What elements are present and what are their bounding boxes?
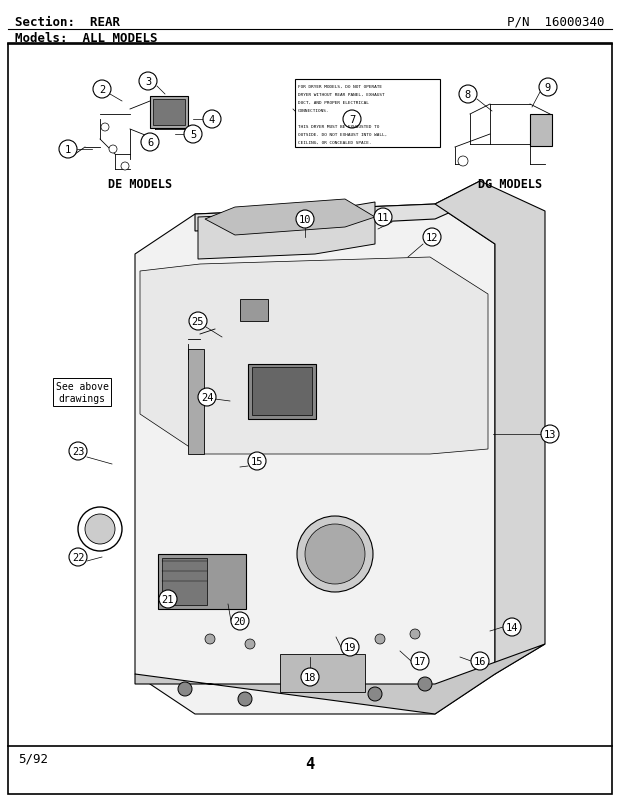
Bar bbox=[280, 654, 365, 692]
Circle shape bbox=[418, 677, 432, 691]
Circle shape bbox=[374, 209, 392, 227]
Text: DE MODELS: DE MODELS bbox=[108, 178, 172, 191]
Circle shape bbox=[59, 141, 77, 159]
Text: 19: 19 bbox=[343, 642, 356, 652]
Text: 6: 6 bbox=[147, 138, 153, 148]
Text: 8: 8 bbox=[465, 90, 471, 100]
Text: DRYER WITHOUT REAR PANEL, EXHAUST: DRYER WITHOUT REAR PANEL, EXHAUST bbox=[298, 93, 384, 97]
Bar bbox=[158, 554, 246, 610]
Circle shape bbox=[198, 388, 216, 407]
Circle shape bbox=[178, 683, 192, 696]
Polygon shape bbox=[135, 205, 495, 714]
Circle shape bbox=[139, 73, 157, 91]
Bar bbox=[295, 80, 440, 148]
Text: 20: 20 bbox=[234, 616, 246, 626]
Bar bbox=[153, 100, 185, 126]
Text: OUTSIDE. DO NOT EXHAUST INTO WALL,: OUTSIDE. DO NOT EXHAUST INTO WALL, bbox=[298, 133, 388, 137]
Polygon shape bbox=[195, 182, 480, 232]
Bar bbox=[530, 115, 552, 147]
Circle shape bbox=[296, 211, 314, 229]
Circle shape bbox=[231, 612, 249, 630]
Circle shape bbox=[184, 126, 202, 144]
Circle shape bbox=[141, 134, 159, 152]
Polygon shape bbox=[135, 644, 545, 714]
Text: 10: 10 bbox=[299, 215, 311, 225]
Text: 25: 25 bbox=[192, 317, 204, 326]
Text: 21: 21 bbox=[162, 594, 174, 604]
Circle shape bbox=[411, 652, 429, 670]
Circle shape bbox=[121, 163, 129, 171]
Circle shape bbox=[203, 111, 221, 129]
Circle shape bbox=[109, 146, 117, 154]
Bar bbox=[240, 300, 268, 322]
Bar bbox=[252, 367, 312, 415]
Circle shape bbox=[343, 111, 361, 129]
Text: 22: 22 bbox=[72, 553, 84, 562]
Text: 12: 12 bbox=[426, 233, 438, 243]
Text: 9: 9 bbox=[545, 83, 551, 93]
Circle shape bbox=[503, 618, 521, 636]
Circle shape bbox=[297, 516, 373, 592]
Polygon shape bbox=[205, 200, 375, 236]
Text: P/N  16000340: P/N 16000340 bbox=[508, 15, 605, 28]
Text: THIS DRYER MUST BE EXHAUSTED TO: THIS DRYER MUST BE EXHAUSTED TO bbox=[298, 125, 379, 129]
Text: See above
drawings: See above drawings bbox=[56, 382, 108, 403]
Text: 11: 11 bbox=[377, 213, 389, 223]
Circle shape bbox=[248, 452, 266, 471]
Text: Section:  REAR: Section: REAR bbox=[15, 15, 120, 28]
Circle shape bbox=[539, 79, 557, 97]
Circle shape bbox=[410, 630, 420, 639]
Circle shape bbox=[423, 229, 441, 247]
Text: CEILING, OR CONCEALED SPACE.: CEILING, OR CONCEALED SPACE. bbox=[298, 141, 371, 145]
Circle shape bbox=[69, 549, 87, 566]
Text: 5: 5 bbox=[190, 130, 196, 140]
Text: 18: 18 bbox=[304, 672, 316, 683]
Text: 13: 13 bbox=[544, 429, 556, 439]
Circle shape bbox=[93, 81, 111, 99]
Circle shape bbox=[541, 426, 559, 444]
Circle shape bbox=[375, 634, 385, 644]
Text: 16: 16 bbox=[474, 656, 486, 666]
Text: Models:  ALL MODELS: Models: ALL MODELS bbox=[15, 31, 157, 44]
Circle shape bbox=[238, 692, 252, 706]
Text: 5/92: 5/92 bbox=[18, 751, 48, 764]
Polygon shape bbox=[435, 182, 545, 674]
Circle shape bbox=[245, 639, 255, 649]
Circle shape bbox=[205, 634, 215, 644]
Text: 15: 15 bbox=[250, 456, 264, 467]
Circle shape bbox=[159, 590, 177, 608]
Circle shape bbox=[341, 638, 359, 656]
Text: 24: 24 bbox=[201, 392, 213, 403]
Text: FOR DRYER MODELS, DO NOT OPERATE: FOR DRYER MODELS, DO NOT OPERATE bbox=[298, 85, 382, 89]
Text: 7: 7 bbox=[349, 115, 355, 125]
Circle shape bbox=[189, 313, 207, 330]
Polygon shape bbox=[198, 203, 375, 260]
Text: DUCT, AND PROPER ELECTRICAL: DUCT, AND PROPER ELECTRICAL bbox=[298, 101, 369, 105]
Text: DG MODELS: DG MODELS bbox=[478, 178, 542, 191]
Text: 2: 2 bbox=[99, 85, 105, 95]
Bar bbox=[188, 350, 204, 455]
Circle shape bbox=[471, 652, 489, 670]
Text: 17: 17 bbox=[414, 656, 426, 666]
Circle shape bbox=[368, 687, 382, 701]
Bar bbox=[150, 97, 188, 129]
Text: 14: 14 bbox=[506, 622, 518, 632]
Bar bbox=[248, 365, 316, 419]
Circle shape bbox=[458, 157, 468, 167]
Circle shape bbox=[305, 525, 365, 585]
Text: 23: 23 bbox=[72, 447, 84, 456]
Circle shape bbox=[459, 86, 477, 104]
Polygon shape bbox=[140, 257, 488, 455]
Text: 4: 4 bbox=[306, 756, 314, 772]
Circle shape bbox=[85, 514, 115, 545]
Circle shape bbox=[69, 443, 87, 460]
Circle shape bbox=[101, 124, 109, 132]
Text: 1: 1 bbox=[65, 145, 71, 155]
Bar bbox=[162, 558, 207, 606]
Text: 4: 4 bbox=[209, 115, 215, 125]
Text: 3: 3 bbox=[145, 77, 151, 87]
Circle shape bbox=[301, 668, 319, 687]
Text: CONNECTIONS.: CONNECTIONS. bbox=[298, 109, 329, 113]
